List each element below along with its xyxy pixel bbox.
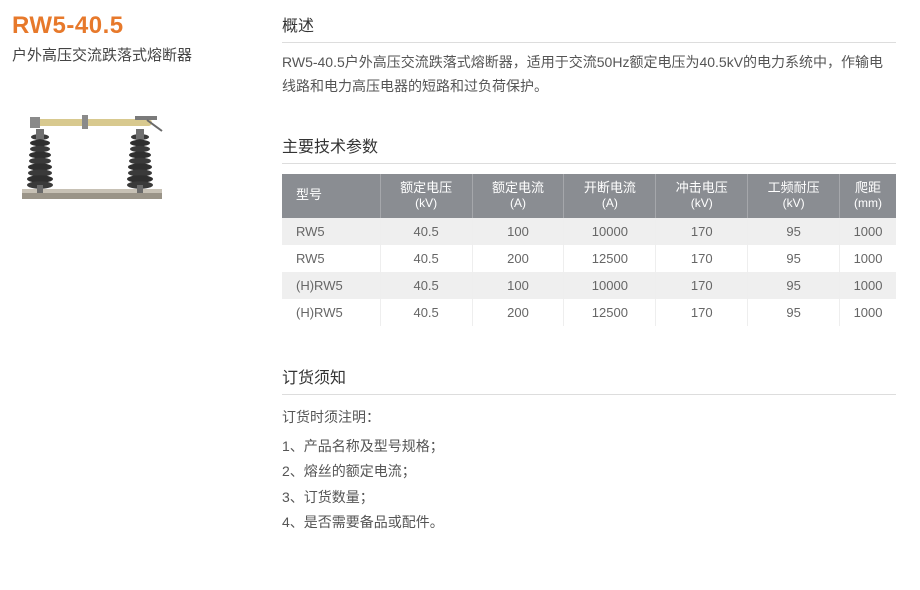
spec-th-3: 开断电流(A) [564, 174, 656, 218]
table-cell: 100 [472, 272, 564, 299]
th-main: 冲击电压 [660, 180, 743, 197]
order-item: 3、订货数量； [282, 485, 896, 510]
spec-th-1: 额定电压(kV) [380, 174, 472, 218]
params-title: 主要技术参数 [282, 133, 896, 164]
table-cell: 12500 [564, 245, 656, 272]
table-cell: 40.5 [380, 218, 472, 245]
th-unit: (A) [568, 196, 651, 212]
spec-th-2: 额定电流(A) [472, 174, 564, 218]
table-row: (H)RW540.510010000170951000 [282, 272, 896, 299]
th-unit: (kV) [752, 196, 835, 212]
table-cell: 95 [748, 245, 840, 272]
spec-table: 型号额定电压(kV)额定电流(A)开断电流(A)冲击电压(kV)工频耐压(kV)… [282, 174, 896, 326]
th-main: 开断电流 [568, 180, 651, 197]
th-main: 爬距 [844, 180, 892, 197]
spec-th-5: 工频耐压(kV) [748, 174, 840, 218]
table-cell: 95 [748, 218, 840, 245]
th-unit: (mm) [844, 196, 892, 212]
table-cell: 1000 [840, 245, 896, 272]
order-item: 1、产品名称及型号规格； [282, 434, 896, 459]
fuse-cutout-icon [12, 89, 192, 209]
table-cell: 170 [656, 299, 748, 326]
th-unit: (kV) [385, 196, 468, 212]
table-cell: 95 [748, 299, 840, 326]
table-cell: 40.5 [380, 272, 472, 299]
table-row: RW540.520012500170951000 [282, 245, 896, 272]
right-column: 概述 RW5-40.5户外高压交流跌落式熔断器，适用于交流50Hz额定电压为40… [282, 12, 896, 535]
table-cell: 10000 [564, 218, 656, 245]
spec-table-head: 型号额定电压(kV)额定电流(A)开断电流(A)冲击电压(kV)工频耐压(kV)… [282, 174, 896, 218]
order-title: 订货须知 [282, 364, 896, 395]
table-cell: (H)RW5 [282, 299, 380, 326]
table-cell: 1000 [840, 272, 896, 299]
table-cell: 170 [656, 272, 748, 299]
product-subtitle: 户外高压交流跌落式熔断器 [12, 44, 242, 65]
table-cell: 12500 [564, 299, 656, 326]
table-cell: 10000 [564, 272, 656, 299]
table-cell: 40.5 [380, 245, 472, 272]
th-main: 型号 [296, 187, 376, 204]
spec-th-6: 爬距(mm) [840, 174, 896, 218]
order-intro: 订货时须注明： [282, 405, 896, 430]
overview-title: 概述 [282, 12, 896, 43]
table-cell: 1000 [840, 218, 896, 245]
th-main: 工频耐压 [752, 180, 835, 197]
table-cell: 200 [472, 299, 564, 326]
product-model: RW5-40.5 [12, 12, 242, 40]
table-cell: 95 [748, 272, 840, 299]
page-layout: RW5-40.5 户外高压交流跌落式熔断器 [12, 12, 896, 535]
table-cell: 170 [656, 245, 748, 272]
overview-text: RW5-40.5户外高压交流跌落式熔断器，适用于交流50Hz额定电压为40.5k… [282, 51, 896, 99]
table-cell: 170 [656, 218, 748, 245]
left-column: RW5-40.5 户外高压交流跌落式熔断器 [12, 12, 242, 535]
th-unit: (kV) [660, 196, 743, 212]
order-section: 订货须知 订货时须注明： 1、产品名称及型号规格；2、熔丝的额定电流；3、订货数… [282, 364, 896, 535]
table-cell: RW5 [282, 245, 380, 272]
table-row: RW540.510010000170951000 [282, 218, 896, 245]
order-list: 1、产品名称及型号规格；2、熔丝的额定电流；3、订货数量；4、是否需要备品或配件… [282, 434, 896, 535]
th-unit: (A) [477, 196, 560, 212]
order-item: 2、熔丝的额定电流； [282, 459, 896, 484]
order-item: 4、是否需要备品或配件。 [282, 510, 896, 535]
table-cell: RW5 [282, 218, 380, 245]
table-cell: 40.5 [380, 299, 472, 326]
spec-th-4: 冲击电压(kV) [656, 174, 748, 218]
params-section: 主要技术参数 型号额定电压(kV)额定电流(A)开断电流(A)冲击电压(kV)工… [282, 133, 896, 326]
spec-table-body: RW540.510010000170951000RW540.5200125001… [282, 218, 896, 326]
table-row: (H)RW540.520012500170951000 [282, 299, 896, 326]
table-cell: 1000 [840, 299, 896, 326]
th-main: 额定电压 [385, 180, 468, 197]
spec-th-0: 型号 [282, 174, 380, 218]
table-cell: 200 [472, 245, 564, 272]
product-image [12, 89, 192, 209]
table-cell: 100 [472, 218, 564, 245]
th-main: 额定电流 [477, 180, 560, 197]
table-cell: (H)RW5 [282, 272, 380, 299]
